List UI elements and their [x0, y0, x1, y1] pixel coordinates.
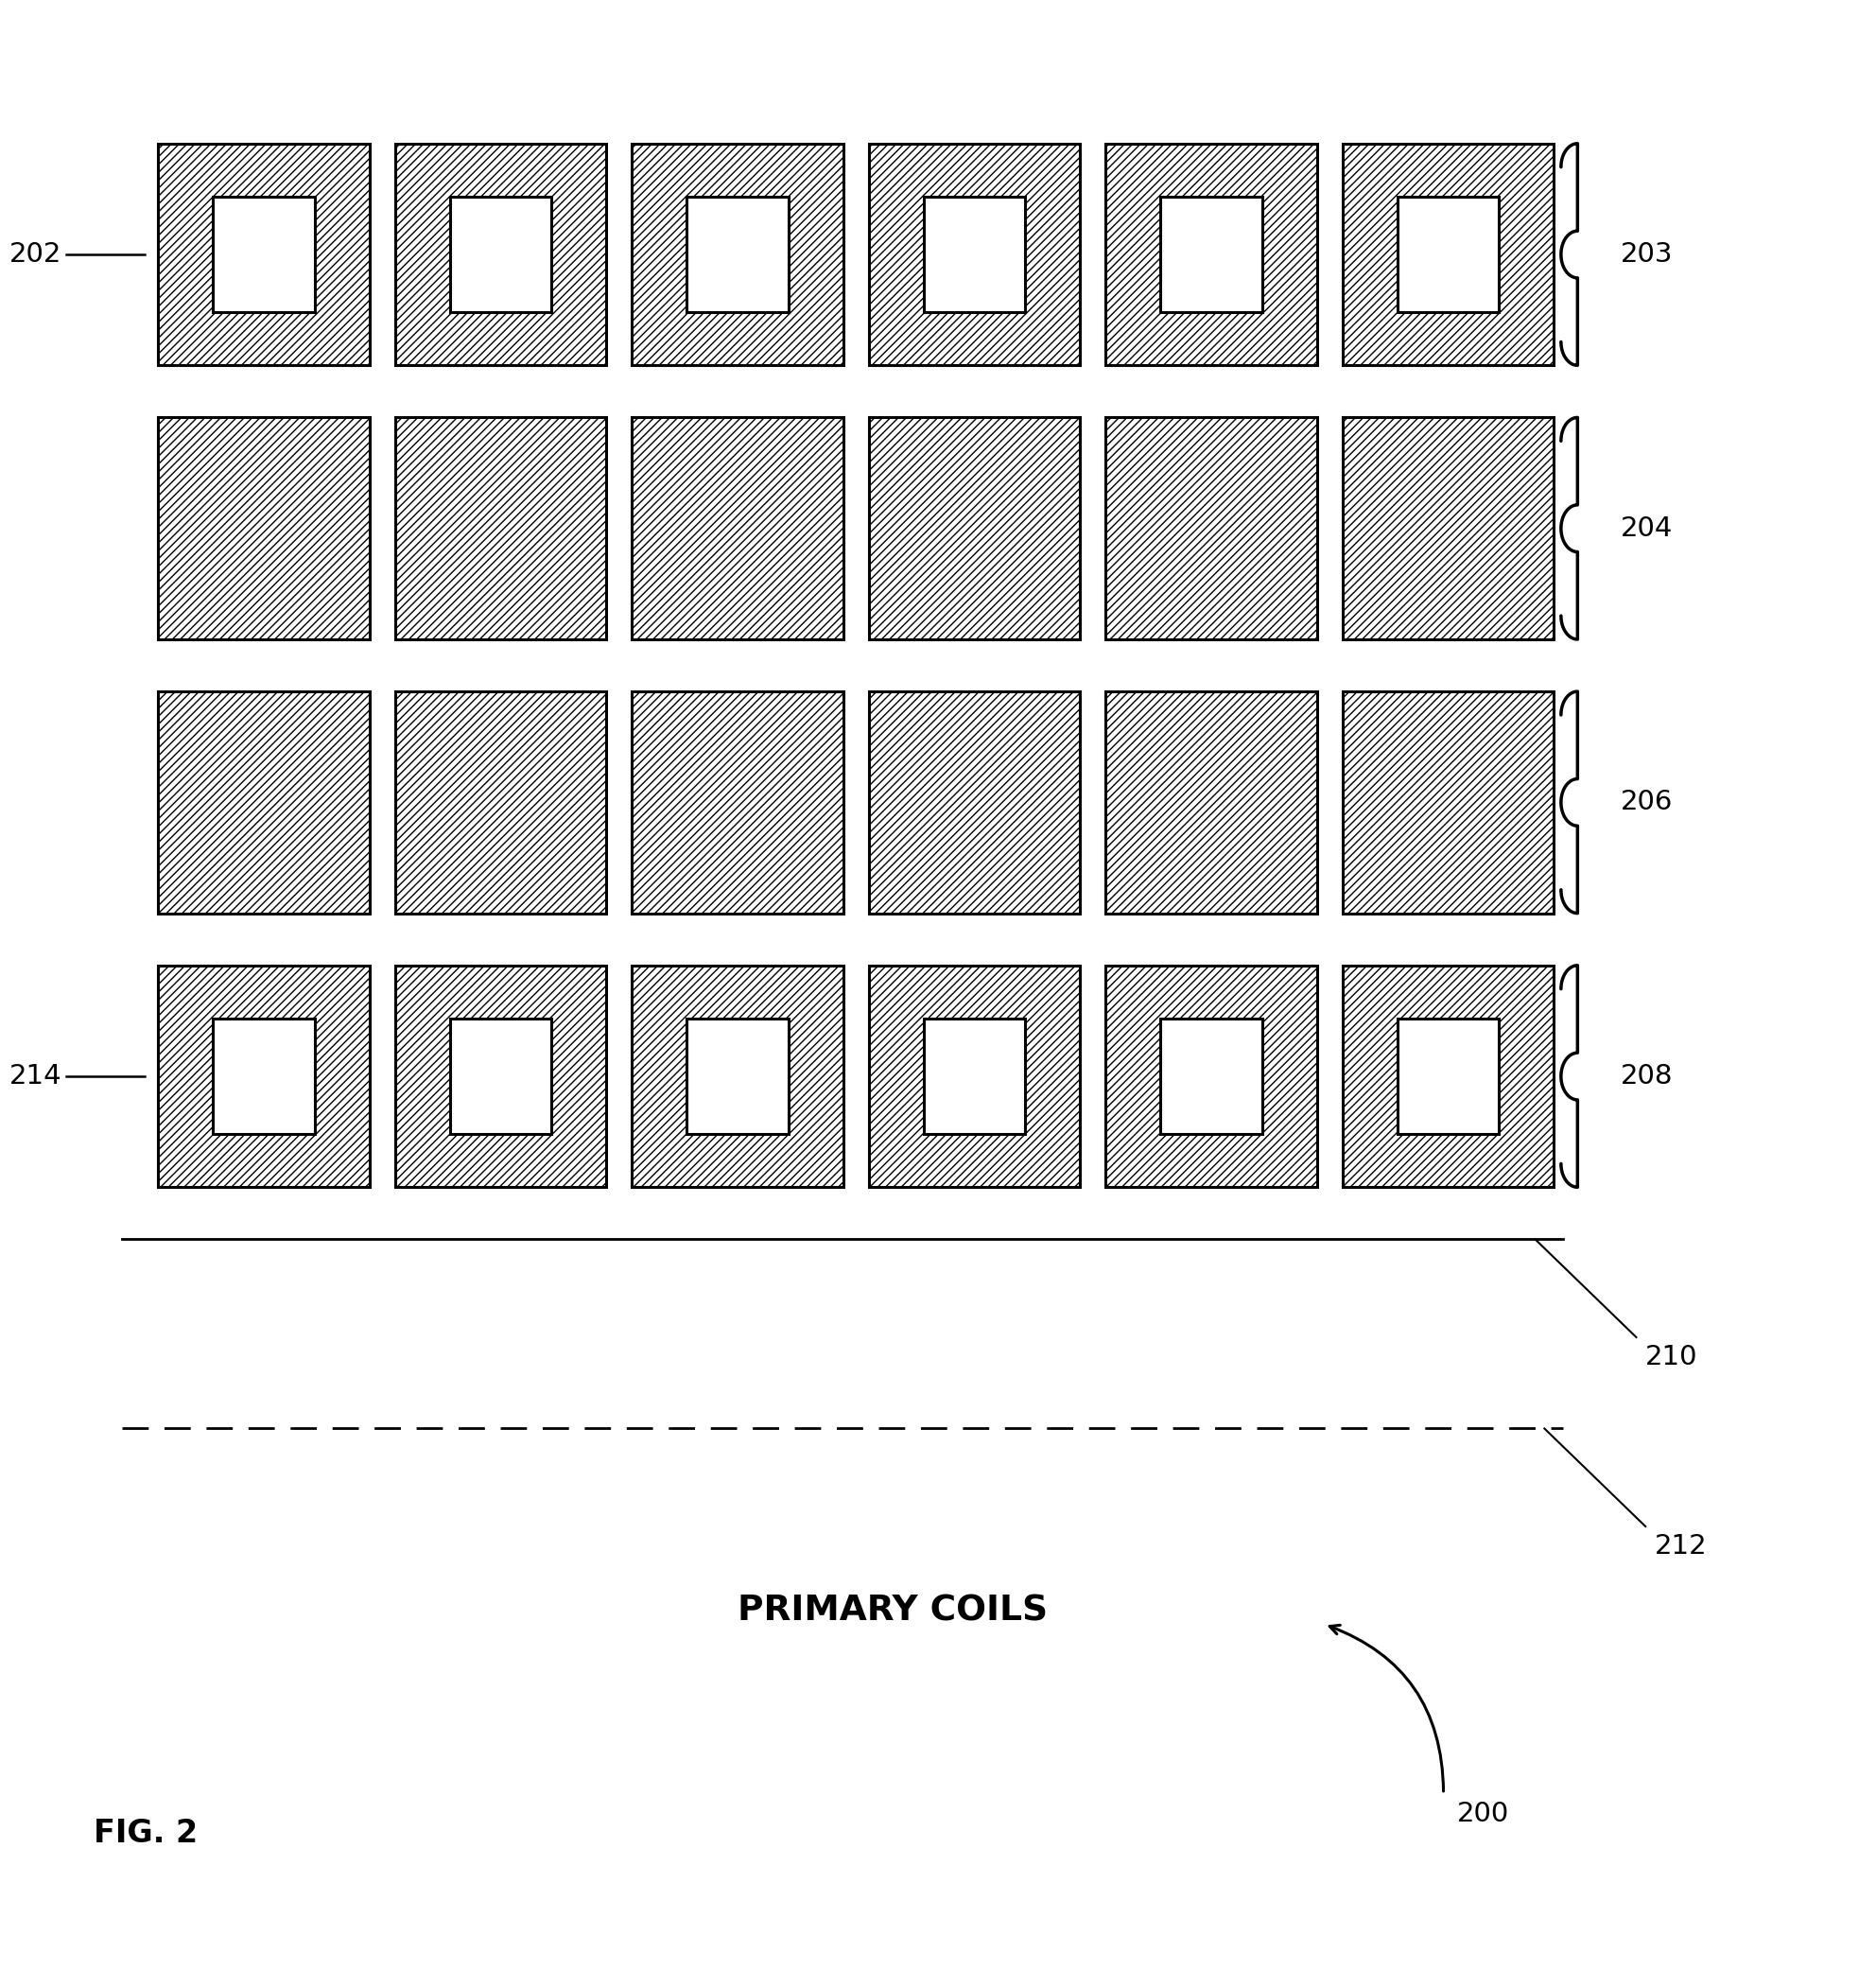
Bar	[1398, 1018, 1499, 1135]
Bar	[158, 965, 370, 1188]
Bar	[632, 965, 842, 1188]
Text: 202: 202	[9, 240, 62, 268]
Bar	[632, 418, 842, 640]
Bar	[1105, 144, 1317, 364]
Bar	[1105, 965, 1317, 1188]
Bar	[923, 1018, 1024, 1135]
Bar	[450, 1018, 552, 1135]
Bar	[687, 1018, 788, 1135]
Bar	[214, 197, 315, 311]
Bar	[632, 691, 842, 914]
Bar	[214, 1018, 315, 1135]
Bar	[1343, 691, 1553, 914]
Text: 200: 200	[1458, 1801, 1510, 1826]
Text: PRIMARY COILS: PRIMARY COILS	[737, 1594, 1049, 1629]
Text: FIG. 2: FIG. 2	[94, 1818, 199, 1848]
Text: 203: 203	[1621, 240, 1673, 268]
Bar	[632, 144, 842, 364]
Bar	[158, 418, 370, 640]
Bar	[1161, 1018, 1263, 1135]
Bar	[1105, 418, 1317, 640]
Bar	[1105, 691, 1317, 914]
Bar	[687, 197, 788, 311]
Bar	[1398, 197, 1499, 311]
Bar	[869, 691, 1081, 914]
Bar	[1343, 144, 1553, 364]
Bar	[869, 965, 1081, 1188]
Bar	[396, 144, 606, 364]
Text: 206: 206	[1621, 790, 1673, 816]
Text: 210: 210	[1645, 1344, 1698, 1371]
Text: 208: 208	[1621, 1064, 1673, 1089]
Bar	[923, 197, 1024, 311]
Bar	[1343, 418, 1553, 640]
Text: 212: 212	[1655, 1533, 1707, 1560]
Bar	[396, 418, 606, 640]
Bar	[1161, 197, 1263, 311]
Bar	[158, 691, 370, 914]
Bar	[396, 965, 606, 1188]
Bar	[396, 691, 606, 914]
Bar	[869, 144, 1081, 364]
Text: 204: 204	[1621, 516, 1673, 542]
Text: 214: 214	[9, 1064, 62, 1089]
Bar	[869, 418, 1081, 640]
Bar	[158, 144, 370, 364]
Bar	[1343, 965, 1553, 1188]
Bar	[450, 197, 552, 311]
